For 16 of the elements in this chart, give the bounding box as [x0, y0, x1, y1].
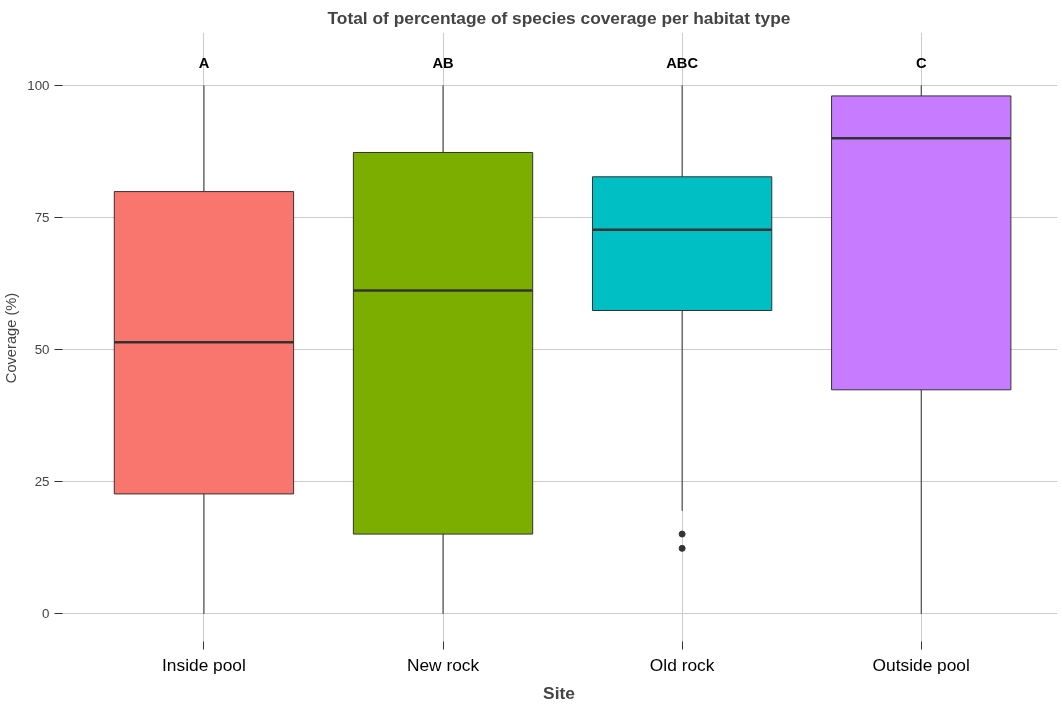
annotation: AB [432, 55, 454, 72]
x-tick-label: New rock [406, 654, 480, 675]
y-tick-label: 0 [42, 606, 50, 622]
x-tick-label: Inside pool [162, 654, 246, 675]
chart-title: Total of percentage of species coverage per habitat type [327, 7, 791, 28]
x-tick-label: Outside pool [872, 654, 970, 675]
y-tick-label: 75 [34, 209, 50, 225]
annotation: ABC [666, 55, 699, 72]
y-axis-title: Coverage (%) [3, 292, 20, 384]
y-tick-label: 50 [34, 342, 50, 358]
x-axis-title: Site [543, 682, 576, 703]
y-tick-label: 100 [27, 77, 50, 93]
y-tick-label: 25 [34, 474, 50, 490]
x-tick-label: Old rock [649, 654, 715, 675]
annotation: C [915, 55, 927, 72]
annotation: A [198, 55, 210, 72]
